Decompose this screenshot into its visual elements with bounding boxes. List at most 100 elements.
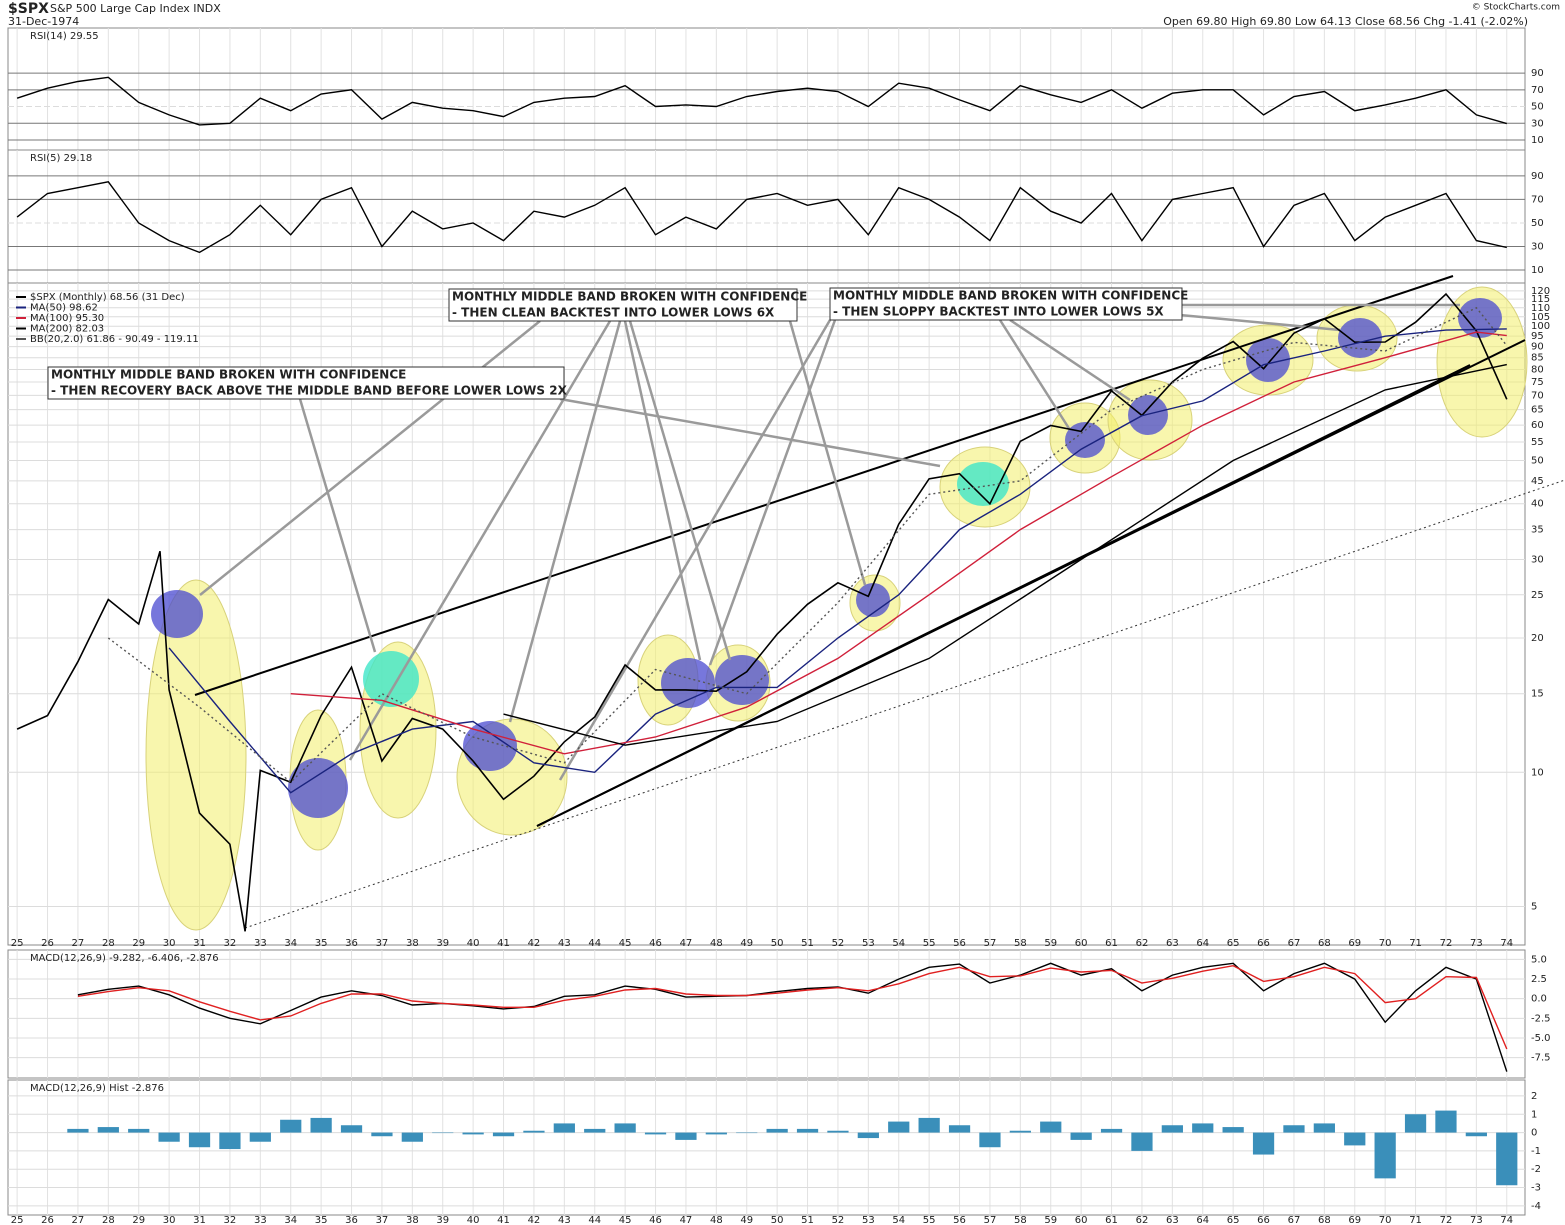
x-tick-label: 36: [345, 938, 358, 949]
x-tick-label: 71: [1409, 938, 1422, 949]
x-tick-label: 74: [1500, 1215, 1513, 1225]
x-tick-label: 42: [528, 938, 541, 949]
y-tick-label: 85: [1531, 353, 1544, 364]
x-tick-label: 52: [832, 1215, 845, 1225]
y-tick-label: 30: [1531, 118, 1544, 129]
legend-entry: BB(20,2.0) 61.86 - 90.49 - 119.11: [30, 334, 199, 345]
x-tick-label: 67: [1288, 938, 1301, 949]
bar: [918, 1117, 940, 1133]
x-tick-label: 74: [1500, 938, 1513, 949]
y-tick-label: 65: [1531, 405, 1544, 416]
y-tick-label: 20: [1531, 633, 1544, 644]
x-tick-label: 33: [254, 938, 267, 949]
bar: [492, 1132, 515, 1137]
x-tick-label: 54: [892, 1215, 905, 1225]
x-tick-label: 65: [1227, 938, 1240, 949]
x-tick-label: 45: [619, 938, 632, 949]
panel-title: MACD(12,26,9) -9.282, -6.406, -2.876: [30, 953, 219, 964]
x-tick-label: 27: [72, 938, 85, 949]
bar: [97, 1127, 119, 1133]
x-tick-label: 35: [315, 938, 328, 949]
x-tick-label: 39: [436, 1215, 449, 1225]
y-tick-label: 10: [1531, 135, 1544, 146]
x-tick-label: 51: [801, 938, 814, 949]
y-tick-label: 35: [1531, 525, 1544, 536]
bar: [584, 1128, 606, 1133]
y-tick-label: 30: [1531, 242, 1544, 253]
legend-entry: $SPX (Monthly) 68.56 (31 Dec): [30, 292, 185, 303]
y-tick-label: 2: [1531, 1091, 1537, 1102]
x-tick-label: 52: [832, 938, 845, 949]
x-tick-label: 40: [467, 1215, 480, 1225]
panel-title: RSI(5) 29.18: [30, 153, 92, 164]
y-tick-label: 100: [1531, 321, 1550, 332]
y-tick-label: 5: [1531, 902, 1537, 913]
series-line: [77, 964, 1508, 1050]
annotation-text: - THEN RECOVERY BACK ABOVE THE MIDDLE BA…: [51, 384, 568, 398]
x-tick-label: 61: [1105, 1215, 1118, 1225]
y-tick-label: 90: [1531, 171, 1544, 182]
y-tick-label: 0.0: [1531, 994, 1547, 1005]
bar: [1496, 1132, 1518, 1186]
x-tick-label: 61: [1105, 938, 1118, 949]
x-tick-label: 31: [193, 938, 206, 949]
x-tick-label: 39: [436, 938, 449, 949]
x-tick-label: 30: [163, 1215, 176, 1225]
y-tick-label: 0: [1531, 1128, 1537, 1139]
x-tick-label: 69: [1348, 938, 1361, 949]
series-line: [16, 292, 1508, 932]
y-tick-label: -5.0: [1531, 1033, 1551, 1044]
y-tick-label: 110: [1531, 303, 1550, 314]
bar: [462, 1132, 484, 1135]
bar: [1009, 1130, 1031, 1133]
panel-frame: [7, 27, 1526, 151]
bar: [1192, 1123, 1214, 1133]
x-tick-label: 29: [132, 938, 145, 949]
y-tick-label: 5.0: [1531, 954, 1547, 965]
annotation-box: [829, 287, 1183, 321]
annotation-text: MONTHLY MIDDLE BAND BROKEN WITH CONFIDEN…: [51, 368, 406, 382]
x-tick-label: 38: [406, 938, 419, 949]
bar: [1465, 1132, 1487, 1137]
x-tick-label: 64: [1196, 1215, 1209, 1225]
credit: © StockCharts.com: [1472, 3, 1560, 13]
bar: [979, 1132, 1001, 1148]
x-tick-label: 70: [1379, 938, 1392, 949]
x-tick-label: 31: [193, 1215, 206, 1225]
bar: [1161, 1125, 1183, 1133]
x-tick-label: 48: [710, 938, 723, 949]
y-tick-label: -2.5: [1531, 1013, 1551, 1024]
x-tick-label: 57: [984, 1215, 997, 1225]
x-tick-label: 40: [467, 938, 480, 949]
legend-entry: MA(50) 98.62: [30, 303, 98, 314]
y-tick-label: 40: [1531, 499, 1544, 510]
x-tick-label: 62: [1136, 938, 1149, 949]
x-tick-label: 37: [376, 1215, 389, 1225]
x-tick-label: 34: [284, 1215, 297, 1225]
annotation-box: [448, 288, 798, 322]
y-tick-label: 60: [1531, 420, 1544, 431]
annotation-text: - THEN SLOPPY BACKTEST INTO LOWER LOWS 5…: [833, 305, 1164, 319]
y-tick-label: 90: [1531, 342, 1544, 353]
x-tick-label: 47: [680, 1215, 693, 1225]
x-tick-label: 58: [1014, 938, 1027, 949]
quote: Open 69.80 High 69.80 Low 64.13 Close 68…: [1163, 15, 1528, 28]
bar: [128, 1128, 150, 1133]
bar: [280, 1119, 302, 1133]
panel-title: MACD(12,26,9) Hist -2.876: [30, 1083, 164, 1094]
panel-frame: [7, 1079, 1526, 1216]
series-line: [503, 363, 1507, 746]
bar: [1344, 1132, 1366, 1146]
series-line: [16, 76, 1507, 126]
y-tick-label: 2.5: [1531, 974, 1547, 985]
y-tick-label: 25: [1531, 590, 1544, 601]
x-tick-label: 73: [1470, 1215, 1483, 1225]
x-tick-label: 70: [1379, 1215, 1392, 1225]
x-tick-label: 44: [588, 938, 601, 949]
bar: [188, 1132, 211, 1148]
bar: [1283, 1125, 1305, 1133]
x-tick-label: 45: [619, 1215, 632, 1225]
x-tick-label: 64: [1196, 938, 1209, 949]
x-tick-label: 65: [1227, 1215, 1240, 1225]
